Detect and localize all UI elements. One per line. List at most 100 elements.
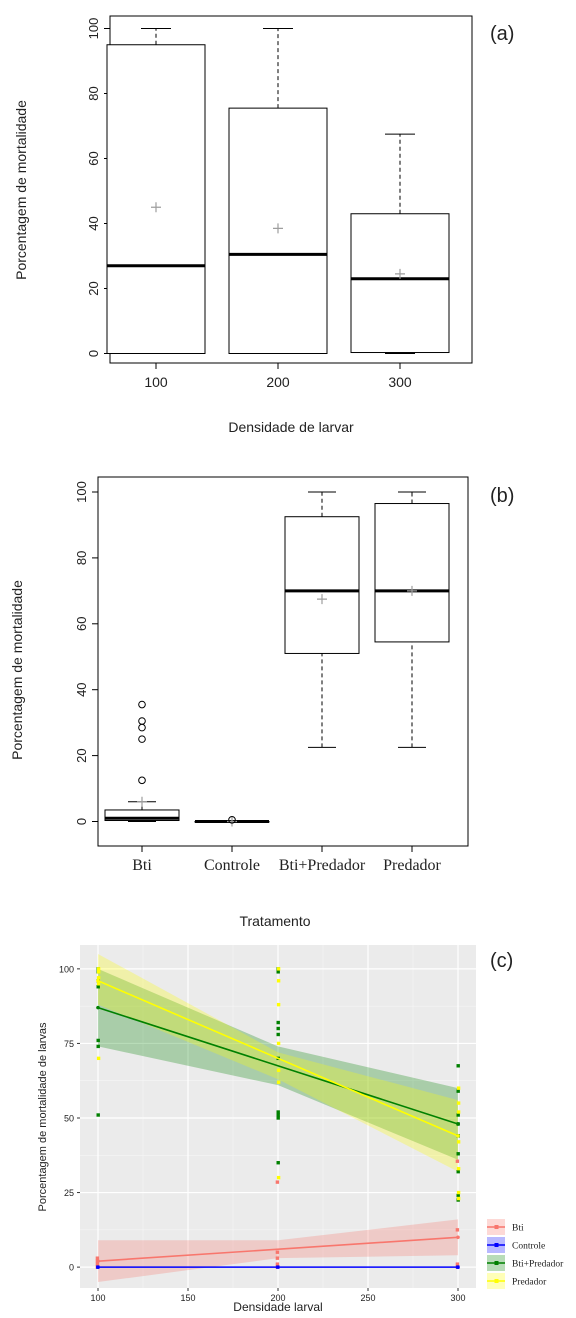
panel-c-point-3: [276, 979, 281, 983]
panel-c-band-3: [98, 953, 458, 1172]
panel-c-legend-label: Controle: [512, 1242, 545, 1252]
panel-b-ylabel: Porcentagem de mortalidade: [9, 580, 25, 760]
panel-c-x-tick-label: 200: [270, 1293, 285, 1303]
panel-c-point-2: [96, 985, 100, 989]
panel-a-mean-marker: [151, 202, 161, 213]
panel-b-boxes: [104, 491, 450, 827]
panel-a-ylabel: Porcentagem de mortalidade: [13, 100, 29, 280]
panel-c-legend-marker: [494, 1243, 499, 1247]
panel-a-x-tick-label: 300: [388, 374, 412, 390]
panel-b-iqr-box: [374, 503, 450, 643]
panel-b-y-tick-label: 0: [74, 818, 89, 825]
panel-c-xlabel: Densidade larval: [233, 1300, 322, 1314]
panel-c-point-0: [275, 1180, 280, 1184]
panel-b-y-tick-label: 60: [74, 617, 89, 631]
panel-a-y-tick-label: 60: [86, 151, 101, 165]
panel-c-point-0: [95, 1262, 100, 1266]
panel-c-point-3: [96, 982, 101, 986]
panel-b-iqr-box: [104, 809, 180, 822]
panel-c-x-axis: 100 150 200 250 300: [90, 1288, 466, 1303]
panel-c-fit-marker-2: [456, 1122, 460, 1126]
panel-c-ylabel: Porcentagem de mortalidade de larvas: [37, 1022, 49, 1211]
panel-c-point-0: [275, 1262, 280, 1266]
panel-b-x-tick-label: Bti: [132, 857, 152, 874]
panel-b-xlabel: Tratamento: [239, 913, 310, 929]
panel-c-point-3: [456, 1110, 461, 1114]
panel-c-point-2: [276, 1110, 280, 1114]
panel-c-y-tick-label: 25: [64, 1188, 74, 1198]
panel-c-point-3: [276, 1002, 281, 1007]
panel-b-iqr-box: [284, 516, 360, 654]
panel-c-fit-marker-1: [456, 1265, 460, 1269]
panel-c-point-3: [276, 1068, 281, 1072]
panel-c-y-axis: 0 25 50 75 100: [59, 964, 80, 1273]
panel-b-outlier: [138, 717, 146, 725]
panel-c-x-tick-label: 250: [360, 1293, 375, 1303]
panel-a-y-axis: 0 20 40 60 80 100: [86, 18, 111, 357]
panel-c-point-2: [276, 1020, 280, 1025]
panel-c-point-3: [276, 967, 281, 971]
panel-c-point-3: [456, 1086, 461, 1090]
panel-c-point-3: [96, 976, 101, 980]
panel-b-outlier: [138, 735, 146, 743]
panel-b-outlier: [228, 816, 236, 824]
panel-c-point-3: [456, 1190, 461, 1195]
panel-b-outlier: [138, 776, 146, 785]
panel-c-y-tick-label: 100: [59, 964, 74, 974]
panel-c-point-2: [456, 1193, 460, 1198]
panel-c-fit-marker-3: [456, 1134, 460, 1138]
panel-c: 0 25 50 75 100 100 150 200 250 300 (c) Densidade…: [37, 945, 564, 1314]
panel-c-fit-marker-2: [96, 1005, 100, 1010]
panel-c-legend-label: Predador: [512, 1278, 547, 1288]
panel-c-point-2: [456, 1169, 460, 1174]
panel-c-x-tick-label: 100: [90, 1293, 105, 1303]
panel-a-box-1: [228, 28, 328, 354]
panel-a-iqr-box: [106, 44, 206, 354]
panel-c-point-2: [96, 1044, 100, 1049]
panel-c-legend: Bti Controle Bti+Predador Predador: [487, 1219, 564, 1289]
panel-c-x-tick-label: 150: [180, 1293, 195, 1303]
panel-c-point-3: [456, 1140, 461, 1144]
panel-b-mean-marker: [317, 594, 327, 605]
panel-c-legend-label: Bti+Predador: [512, 1260, 564, 1270]
panel-a-y-tick-label: 40: [86, 216, 101, 230]
panel-b-x-tick-label: Controle: [204, 857, 260, 874]
panel-c-point-2: [456, 1113, 460, 1117]
panel-b-outlier: [138, 723, 146, 732]
panel-a-box-0: [106, 28, 206, 354]
panel-a-x-tick-label: 100: [144, 374, 168, 390]
panel-b-box-0: [104, 700, 180, 822]
panel-c-point-2: [456, 1064, 460, 1068]
panel-c-point-0: [275, 1250, 280, 1254]
panel-a-xlabel: Densidade de larvar: [228, 419, 354, 435]
panel-c-fit-line-0: [97, 1236, 459, 1262]
panel-c-point-3: [456, 1166, 461, 1171]
panel-c-point-3: [96, 970, 101, 974]
panel-c-point-0: [275, 1256, 280, 1260]
panel-c-point-2: [96, 1113, 100, 1117]
panel-c-x-tick-label: 300: [450, 1293, 465, 1303]
panel-c-point-3: [276, 1080, 281, 1084]
panel-a-y-tick-label: 20: [86, 281, 101, 295]
panel-c-fit-line-3: [97, 980, 459, 1137]
panel-c-legend-marker: [494, 1225, 499, 1229]
panel-b-y-axis: 0 20 40 60 80 100: [74, 481, 99, 825]
panel-c-point-3: [456, 1101, 461, 1105]
panel-c-point-2: [276, 1026, 280, 1031]
panel-a: (a) Densidade de larvar Porcentagem de m…: [13, 15, 514, 435]
panel-b-mean-marker: [407, 585, 417, 596]
panel-c-point-3: [456, 1196, 461, 1201]
panel-c-point-3: [276, 1041, 281, 1046]
panel-c-point-0: [455, 1228, 460, 1232]
panel-c-point-3: [96, 1056, 101, 1061]
panel-c-point-2: [276, 1032, 280, 1037]
panel-c-fit-marker-1: [96, 1265, 100, 1269]
panel-a-y-tick-label: 100: [86, 18, 101, 40]
panel-b: (b) Tratamento Porcentagem de mortalidad…: [9, 476, 514, 929]
panel-c-fit-marker-0: [456, 1235, 460, 1240]
panel-c-label: (c): [490, 950, 513, 972]
panel-c-legend-marker: [494, 1279, 499, 1283]
panel-c-point-0: [455, 1159, 460, 1163]
panel-c-fit-line-2: [97, 1006, 459, 1125]
